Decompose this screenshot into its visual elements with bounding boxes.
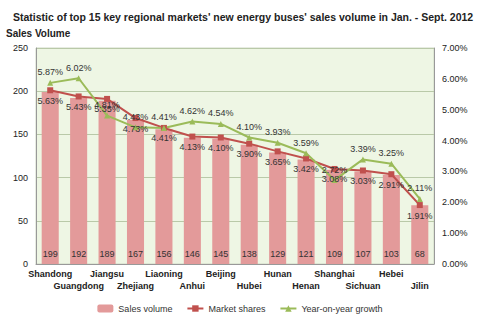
svg-text:100: 100 <box>13 173 28 183</box>
svg-text:192: 192 <box>71 249 86 259</box>
svg-text:7.00%: 7.00% <box>442 43 468 53</box>
svg-text:4.62%: 4.62% <box>180 106 206 116</box>
svg-text:150: 150 <box>13 129 28 139</box>
svg-text:4.10%: 4.10% <box>236 122 262 132</box>
svg-text:2.91%: 2.91% <box>379 180 405 190</box>
svg-text:0: 0 <box>23 259 28 269</box>
svg-text:Market shares: Market shares <box>208 304 266 314</box>
svg-text:4.13%: 4.13% <box>180 142 206 152</box>
svg-text:Jilin: Jilin <box>411 281 429 291</box>
svg-text:103: 103 <box>384 249 399 259</box>
svg-text:3.59%: 3.59% <box>293 138 319 148</box>
svg-text:Henan: Henan <box>292 281 320 291</box>
svg-text:2.72%: 2.72% <box>322 165 348 175</box>
svg-text:3.90%: 3.90% <box>236 149 262 159</box>
svg-text:Shandong: Shandong <box>28 269 72 279</box>
svg-text:199: 199 <box>43 249 58 259</box>
svg-text:5.63%: 5.63% <box>37 96 63 106</box>
svg-text:167: 167 <box>128 249 143 259</box>
svg-text:3.00%: 3.00% <box>442 166 468 176</box>
svg-text:Zhejiang: Zhejiang <box>117 281 154 291</box>
svg-text:6.02%: 6.02% <box>66 63 92 73</box>
svg-text:Shanghai: Shanghai <box>314 269 355 279</box>
svg-text:2.00%: 2.00% <box>442 197 468 207</box>
svg-text:3.93%: 3.93% <box>265 127 291 137</box>
svg-text:Hebei: Hebei <box>379 269 404 279</box>
svg-text:4.00%: 4.00% <box>442 136 468 146</box>
svg-text:5.87%: 5.87% <box>37 67 63 77</box>
svg-text:145: 145 <box>213 249 228 259</box>
svg-text:5.43%: 5.43% <box>66 102 92 112</box>
svg-text:4.43%: 4.43% <box>123 112 149 122</box>
svg-text:Sales Volume: Sales Volume <box>6 28 71 39</box>
svg-text:Guangdong: Guangdong <box>53 281 104 291</box>
svg-text:Statistic of top 15 key region: Statistic of top 15 key regional markets… <box>13 11 473 23</box>
svg-text:138: 138 <box>242 249 257 259</box>
svg-text:Hunan: Hunan <box>264 269 292 279</box>
svg-text:1.91%: 1.91% <box>407 211 433 221</box>
svg-text:Hubei: Hubei <box>237 281 262 291</box>
svg-text:4.81%: 4.81% <box>94 100 120 110</box>
svg-text:Sales volume: Sales volume <box>118 304 172 314</box>
svg-text:3.42%: 3.42% <box>293 164 319 174</box>
svg-text:1.00%: 1.00% <box>442 228 468 238</box>
svg-text:50: 50 <box>18 216 28 226</box>
svg-text:3.25%: 3.25% <box>379 148 405 158</box>
svg-text:Year-on-year growth: Year-on-year growth <box>301 304 382 314</box>
svg-text:3.08%: 3.08% <box>322 174 348 184</box>
svg-text:Anhui: Anhui <box>180 281 206 291</box>
svg-text:0.00%: 0.00% <box>442 259 468 269</box>
svg-text:4.54%: 4.54% <box>208 108 234 118</box>
svg-text:Sichuan: Sichuan <box>345 281 380 291</box>
svg-text:5.00%: 5.00% <box>442 105 468 115</box>
svg-text:109: 109 <box>327 249 342 259</box>
svg-text:4.41%: 4.41% <box>151 112 177 122</box>
svg-text:129: 129 <box>270 249 285 259</box>
svg-text:156: 156 <box>156 249 171 259</box>
svg-text:4.10%: 4.10% <box>208 143 234 153</box>
svg-text:4.41%: 4.41% <box>151 133 177 143</box>
svg-text:3.03%: 3.03% <box>350 176 376 186</box>
svg-text:200: 200 <box>13 86 28 96</box>
svg-text:Beijing: Beijing <box>206 269 236 279</box>
svg-text:146: 146 <box>185 249 200 259</box>
svg-text:3.39%: 3.39% <box>350 144 376 154</box>
svg-text:2.11%: 2.11% <box>407 183 432 193</box>
svg-text:Liaoning: Liaoning <box>145 269 183 279</box>
svg-text:4.73%: 4.73% <box>123 124 149 134</box>
svg-text:250: 250 <box>13 43 28 53</box>
svg-text:6.00%: 6.00% <box>442 74 468 84</box>
svg-text:68: 68 <box>415 249 425 259</box>
svg-text:3.65%: 3.65% <box>265 157 291 167</box>
svg-text:Jiangsu: Jiangsu <box>90 269 124 279</box>
svg-text:107: 107 <box>355 249 370 259</box>
svg-text:189: 189 <box>100 249 115 259</box>
svg-text:121: 121 <box>299 249 314 259</box>
